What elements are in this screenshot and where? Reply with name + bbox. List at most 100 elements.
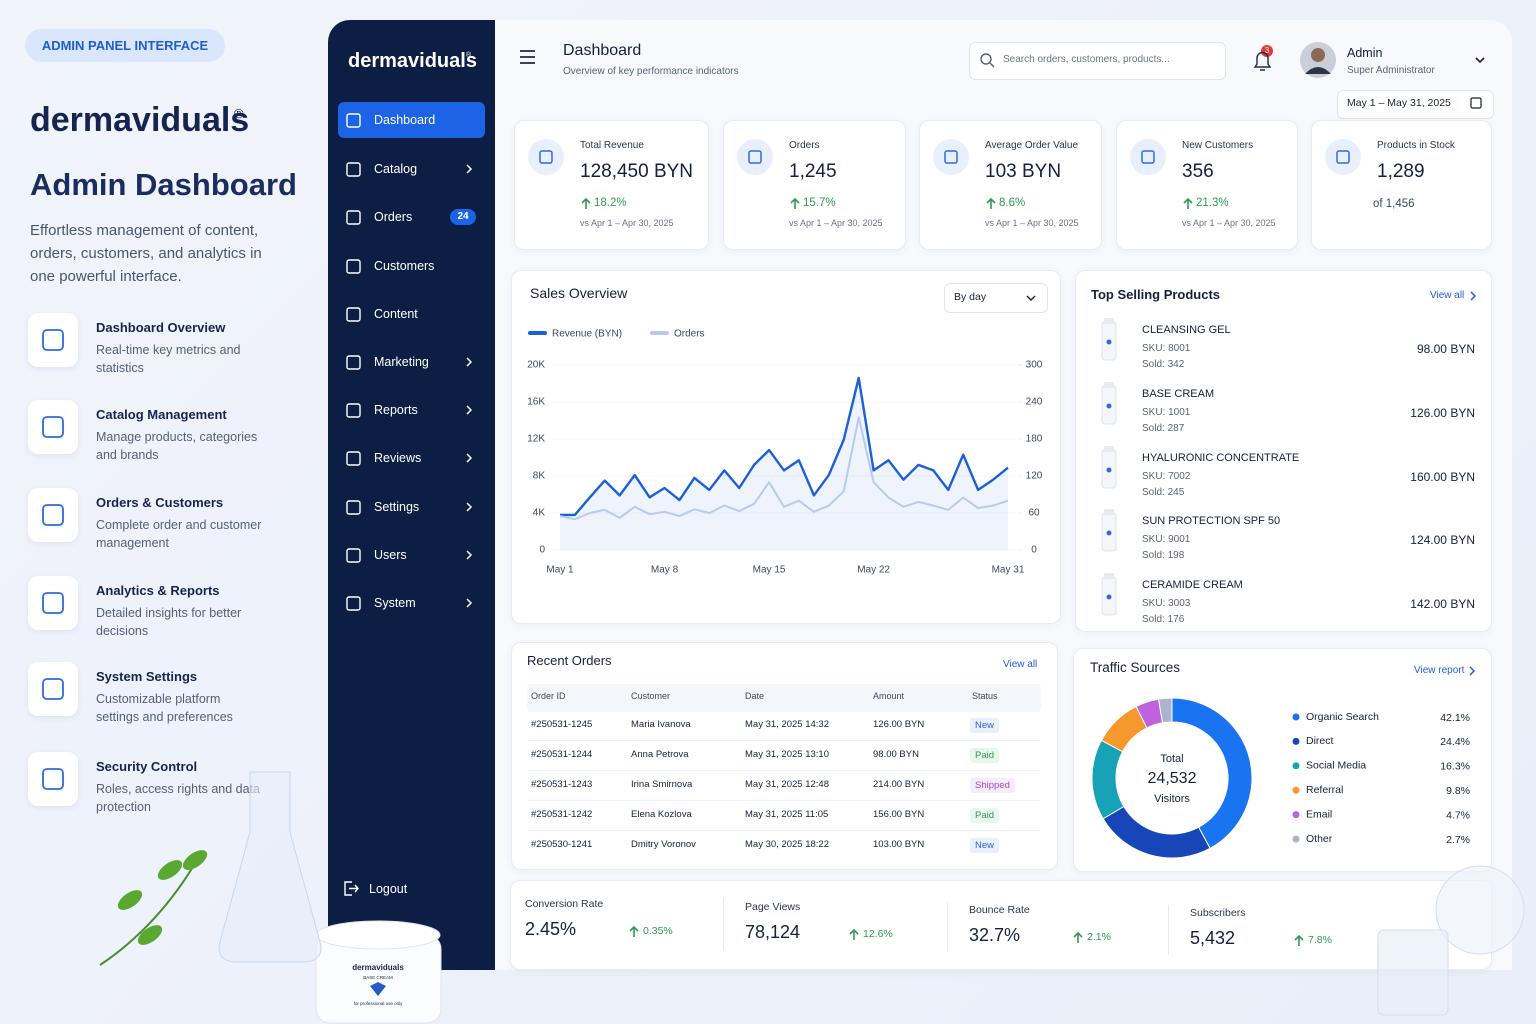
jar-note: for professional use only	[354, 1001, 404, 1006]
leaf	[117, 890, 143, 910]
orders-title: Recent Orders	[527, 653, 612, 668]
product-sold: Sold: 342	[1142, 359, 1185, 370]
stat-value: 2.45%	[525, 919, 577, 939]
orders-link[interactable]: View all	[1003, 659, 1038, 670]
order-cell: May 30, 2025 18:22	[745, 839, 829, 850]
feature-text: Customizable platform settings and prefe…	[96, 692, 233, 724]
date-box[interactable]	[1337, 90, 1494, 119]
traffic-link[interactable]: View report	[1414, 665, 1465, 676]
product-sku: SKU: 1001	[1142, 407, 1191, 418]
product-sold: Sold: 245	[1142, 487, 1185, 498]
stats-card	[510, 880, 1492, 970]
feature-icon	[28, 752, 78, 806]
product-sku: SKU: 7002	[1142, 471, 1191, 482]
column-header: Status	[972, 691, 998, 701]
product-price: 160.00 BYN	[1410, 470, 1475, 484]
stats-divider	[947, 902, 948, 952]
kpi-value: 1,289	[1377, 161, 1425, 182]
stat-label: Bounce Rate	[969, 904, 1030, 916]
stat-change: 12.6%	[863, 928, 893, 940]
nav-badge: 24	[450, 209, 476, 225]
jar-logo	[370, 982, 386, 996]
table-header	[527, 684, 1041, 712]
sidebar-brand-mark: ®	[466, 52, 472, 59]
column-header: Date	[745, 691, 765, 701]
product-sold: Sold: 198	[1142, 550, 1185, 561]
nav-label: System	[374, 596, 416, 610]
order-cell: May 31, 2025 12:48	[745, 779, 829, 790]
kpi-change: 15.7%	[803, 197, 836, 209]
promo-description: Effortless management of content, orders…	[30, 222, 262, 285]
nav-item[interactable]	[338, 537, 485, 573]
order-cell: 126.00 BYN	[873, 719, 925, 730]
leaf	[137, 925, 163, 945]
order-cell: Anna Petrova	[631, 749, 689, 760]
page-title: Dashboard	[563, 42, 642, 59]
order-cell: #250531-1245	[531, 719, 593, 730]
product-name: HYALURONIC CONCENTRATE	[1142, 452, 1300, 464]
order-cell: 103.00 BYN	[873, 839, 925, 850]
leaf	[182, 850, 208, 870]
nav-label: Catalog	[374, 162, 418, 176]
period-select[interactable]	[944, 283, 1048, 313]
notification-count[interactable]: 3	[1261, 45, 1273, 57]
products-link[interactable]: View all	[1430, 290, 1465, 301]
stat-value: 5,432	[1190, 928, 1236, 948]
stat-change: 0.35%	[643, 925, 673, 937]
product-sold: Sold: 287	[1142, 423, 1185, 434]
search-box[interactable]	[969, 42, 1226, 80]
user-role: Super Administrator	[1347, 65, 1435, 76]
order-cell: #250530-1241	[531, 839, 593, 850]
kpi-value: 356	[1182, 161, 1214, 182]
stat-change: 2.1%	[1087, 931, 1111, 943]
stat-value: 32.7%	[969, 925, 1021, 945]
sales-card	[511, 270, 1061, 624]
logout[interactable]: Logout	[369, 882, 408, 896]
nav-label: Reviews	[374, 451, 422, 465]
status-badge: Paid	[970, 748, 1000, 764]
order-cell: May 31, 2025 11:05	[745, 809, 829, 820]
chart-title: Sales Overview	[530, 285, 628, 301]
kpi-value: 128,450 BYN	[580, 161, 694, 182]
feature-title: System Settings	[96, 669, 198, 684]
brand-mark: ®	[234, 106, 244, 121]
order-cell: May 31, 2025 14:32	[745, 719, 829, 730]
product-name: CERAMIDE CREAM	[1142, 579, 1243, 591]
promo-title: Admin Dashboard	[30, 167, 297, 202]
product-name: SUN PROTECTION SPF 50	[1142, 515, 1281, 527]
feature-title: Catalog Management	[96, 407, 227, 422]
nav-label: Dashboard	[374, 113, 436, 127]
nav-label: Reports	[374, 403, 418, 417]
order-cell: 156.00 BYN	[873, 809, 925, 820]
product-sku: SKU: 8001	[1142, 343, 1191, 354]
nav-label: Settings	[374, 500, 420, 514]
stat-label: Conversion Rate	[525, 898, 604, 910]
feature-title: Security Control	[96, 759, 198, 774]
nav-label: Customers	[374, 259, 435, 273]
page-subtitle: Overview of key performance indicators	[563, 66, 739, 77]
column-header: Customer	[631, 691, 671, 701]
feature-title: Analytics & Reports	[96, 583, 220, 598]
nav-item[interactable]	[338, 102, 485, 138]
stat-value: 78,124	[745, 922, 801, 942]
kpi-label: Total Revenue	[580, 140, 644, 151]
feature-title: Dashboard Overview	[96, 320, 226, 335]
sidebar-brand: dermaviduals	[348, 50, 477, 72]
product-name: BASE CREAM	[1142, 388, 1215, 400]
order-cell: Irina Smirnova	[631, 779, 693, 790]
kpi-period: vs Apr 1 – Apr 30, 2025	[1182, 218, 1276, 228]
product-price: 124.00 BYN	[1410, 533, 1475, 547]
jar-name: BASE CREAM	[363, 975, 393, 980]
feature-icon	[28, 662, 78, 716]
feature-icon	[28, 576, 78, 630]
nav-label: Marketing	[374, 355, 429, 369]
traffic-title: Traffic Sources	[1090, 660, 1181, 675]
products-card	[1075, 270, 1492, 632]
date-range: May 1 – May 31, 2025	[1347, 97, 1451, 109]
product-name: CLEANSING GEL	[1142, 324, 1231, 336]
period-label[interactable]: By day	[954, 291, 987, 303]
row-divider	[527, 800, 1041, 801]
product-price: 98.00 BYN	[1416, 342, 1475, 356]
stats-divider	[1168, 905, 1169, 955]
